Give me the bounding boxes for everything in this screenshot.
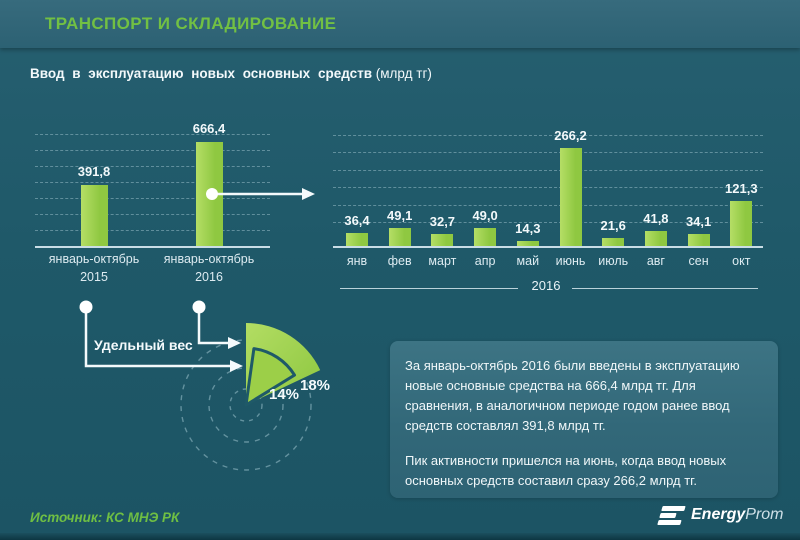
monthly-axis-labels: янв фев март апр май июнь июль авг сен окт (333, 252, 763, 274)
bar-value-label: 14,3 (515, 220, 541, 236)
category-label: март (428, 254, 457, 268)
gridline (35, 214, 270, 215)
bar-value-label: 666,4 (192, 121, 226, 136)
year-bracket-left (340, 288, 518, 289)
category-label: май (516, 254, 540, 268)
category-label: июль (598, 254, 629, 268)
category-label: янв (346, 254, 368, 268)
category-label: апр (474, 254, 496, 268)
callout-arrow-18pct-icon (228, 337, 241, 349)
gridline (333, 135, 763, 136)
callout-arrow-14pct-icon (230, 360, 243, 372)
bar-6 (602, 238, 625, 246)
radial-guide-circle-inner (229, 388, 263, 422)
share-label-14pct: 14% (269, 386, 300, 403)
bar-3 (474, 228, 497, 246)
gridline (35, 230, 270, 231)
energyprom-logo-icon (657, 506, 686, 525)
gridline (35, 150, 270, 151)
share-chart-title: Удельный вес (94, 337, 193, 353)
chart-title-unit: (млрд тг) (372, 66, 432, 81)
gridline (35, 166, 270, 167)
callout-dot-2015 (79, 300, 93, 314)
category-label: авг (646, 254, 665, 268)
page-title: ТРАНСПОРТ И СКЛАДИРОВАНИЕ (45, 14, 337, 33)
bar-value-label: 32,7 (429, 214, 456, 229)
gridline (35, 134, 270, 135)
bar-1 (388, 227, 411, 246)
bar-2 (431, 234, 454, 246)
chart-title-main: Ввод в эксплуатацию новых основных средс… (30, 66, 373, 81)
bar-value-label: 266,2 (554, 128, 587, 143)
gridline (333, 222, 763, 223)
bar-8 (687, 233, 710, 246)
callout-dot-2016 (192, 300, 206, 314)
bar-0 (346, 232, 368, 246)
logo-text-bold: Energy (691, 506, 746, 524)
ytd-bar-chart: 391,8 666,4 (35, 121, 270, 248)
year-group-label: 2016 (531, 278, 561, 293)
share-label-18pct: 18% (300, 377, 331, 394)
gridline (35, 198, 270, 199)
bar-to-monthly-connector-arrow-icon (302, 188, 315, 200)
bar-value-label: 391,8 (77, 163, 111, 179)
gridline (333, 187, 763, 189)
bar-value-label: 49,0 (472, 208, 498, 223)
bar-value-label: 21,6 (600, 218, 626, 234)
category-label: июнь (555, 254, 586, 268)
source-note: Источник: КС МНЭ РК (30, 510, 180, 525)
radial-guide-circle-middle (208, 367, 284, 443)
category-label: окт (732, 254, 751, 268)
ytd-axis-labels: январь-октябрь 2015 январь-октябрь 2016 (35, 250, 270, 296)
bar-value-label: 36,4 (344, 212, 370, 228)
bar-7 (644, 230, 667, 246)
monthly-bar-chart: 36,4 49,1 32,7 49,0 14,3 266,2 21,6 41,8 34,1 121… (333, 128, 763, 248)
annotation-paragraph-1: За январь-октябрь 2016 были введены в эк… (405, 358, 740, 434)
bottom-edge-strip (0, 533, 800, 540)
bar-4 (516, 240, 539, 246)
category-label: фев (387, 254, 412, 268)
chart-title: Ввод в эксплуатацию новых основных средс… (30, 66, 432, 81)
bar-5 (559, 148, 582, 246)
bar-0 (80, 184, 108, 246)
radial-guide-circle-outer (180, 339, 312, 471)
annotation-box: За январь-октябрь 2016 были введены в эк… (390, 341, 778, 498)
category-label: январь-октябрь 2016 (163, 252, 255, 285)
gridline (35, 182, 270, 183)
gridline (333, 152, 763, 154)
header-bar: ТРАНСПОРТ И СКЛАДИРОВАНИЕ (0, 0, 800, 48)
bar-value-label: 41,8 (643, 210, 669, 226)
gridline (333, 204, 763, 206)
bar-9 (730, 201, 753, 246)
bar-1 (195, 142, 223, 246)
category-label: сен (688, 254, 709, 268)
category-label: январь-октябрь 2015 (48, 252, 140, 285)
year-bracket-right (572, 288, 758, 289)
bar-value-label: 49,1 (387, 207, 413, 223)
bar-value-label: 121,3 (725, 181, 758, 197)
energyprom-logo: EnergyProm (657, 506, 783, 525)
bar-value-label: 34,1 (685, 213, 712, 229)
callout-line-2016 (197, 313, 228, 345)
logo-text-light: Prom (745, 506, 784, 524)
energyprom-logo-text: EnergyProm (691, 506, 783, 524)
gridline (333, 169, 763, 171)
annotation-paragraph-2: Пик активности пришелся на июнь, когда в… (405, 452, 727, 488)
